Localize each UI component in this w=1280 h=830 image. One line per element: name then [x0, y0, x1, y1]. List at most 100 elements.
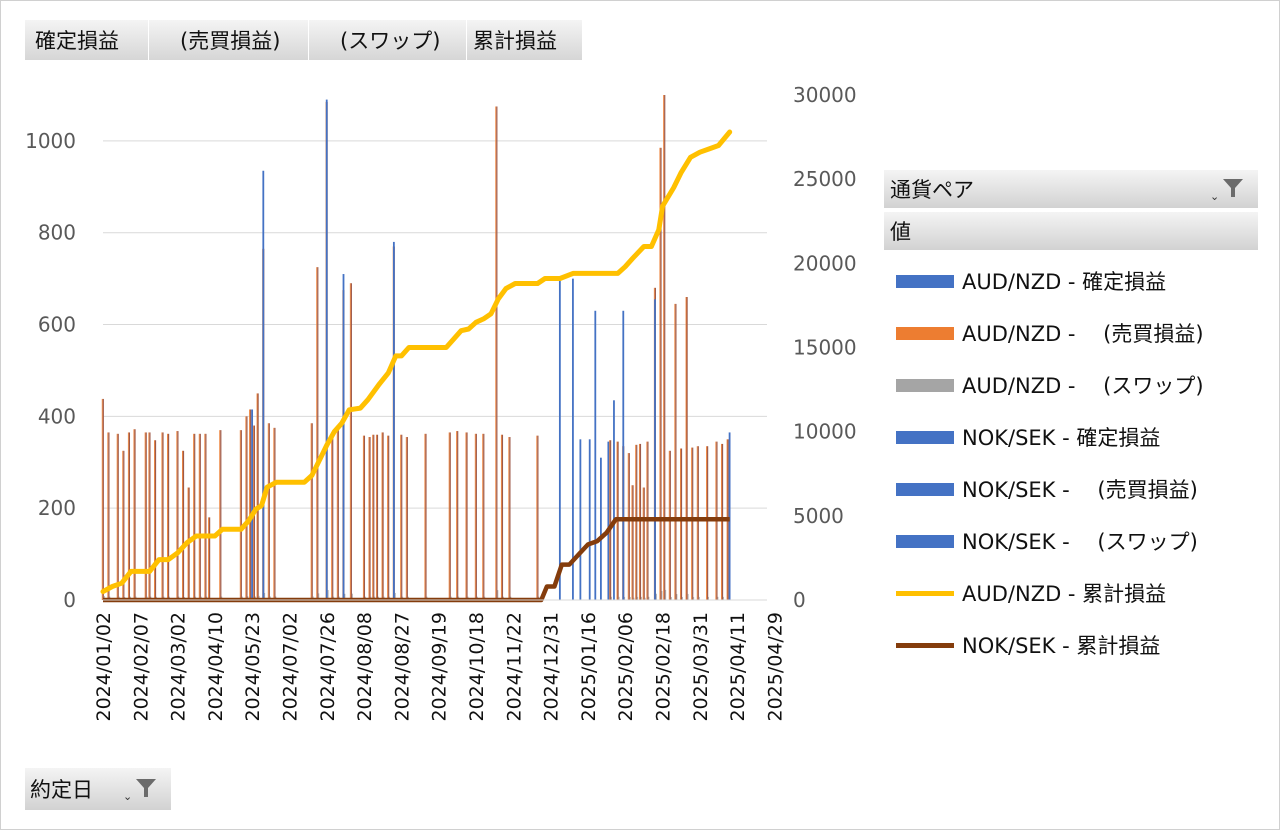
- bar-aud-trade-pl: [536, 435, 538, 600]
- bar-aud-settled-pl: [382, 432, 384, 600]
- bar-aud-settled-pl: [628, 453, 630, 600]
- bar-aud-trade-pl: [635, 444, 637, 600]
- bar-aud-settled-pl: [363, 435, 366, 600]
- bar-aud-trade-pl: [387, 435, 389, 600]
- bar-aud-settled-pl: [337, 430, 339, 600]
- x-tick-label: 2024/07/02: [280, 612, 302, 722]
- bar-aud-trade-pl: [107, 432, 109, 600]
- x-tick-label: 2024/12/31: [541, 612, 563, 722]
- bar-aud-settled-pl: [350, 283, 352, 600]
- bar-aud-settled-pl: [425, 433, 427, 600]
- bar-aud-trade-pl: [176, 431, 178, 600]
- bar-aud-settled-pl: [317, 267, 319, 600]
- bar-aud-settled-pl: [483, 433, 485, 600]
- bar-aud-settled-pl: [246, 416, 248, 600]
- bar-aud-settled-pl: [632, 485, 634, 600]
- field-button-cumulative-pl[interactable]: 累計損益: [467, 20, 583, 60]
- legend-swatch: [896, 430, 954, 444]
- dropdown-arrow-icon[interactable]: ⌄: [123, 790, 133, 803]
- x-tick-label: 2024/08/27: [391, 612, 413, 722]
- bar-aud-swap: [676, 594, 678, 600]
- bar-aud-settled-pl: [209, 517, 211, 600]
- bar-aud-swap: [394, 592, 396, 600]
- bar-aud-trade-pl: [696, 446, 698, 600]
- filter-funnel-icon[interactable]: [1222, 177, 1244, 199]
- field-button-settled-pl[interactable]: 確定損益: [25, 20, 149, 60]
- filter-funnel-icon[interactable]: [135, 777, 157, 799]
- bar-aud-trade-pl: [685, 297, 687, 600]
- bar-aud-trade-pl: [495, 106, 497, 601]
- legend-label: NOK/SEK - 確定損益: [962, 426, 1161, 450]
- bar-aud-swap: [655, 593, 657, 600]
- dropdown-arrow-icon[interactable]: ⌄: [1210, 190, 1220, 203]
- bar-aud-trade-pl: [638, 443, 640, 600]
- bar-aud-trade-pl: [182, 450, 183, 600]
- bar-aud-settled-pl: [102, 398, 104, 600]
- bar-aud-trade-pl: [198, 433, 200, 600]
- bar-aud-trade-pl: [116, 433, 118, 600]
- bar-nok-settled-pl: [262, 170, 265, 600]
- bar-aud-swap: [611, 596, 613, 600]
- bar-aud-trade-pl: [127, 432, 129, 600]
- bar-aud-trade-pl: [362, 435, 364, 600]
- bar-aud-trade-pl: [424, 433, 426, 600]
- x-tick-label: 2024/09/19: [429, 612, 451, 722]
- bar-aud-trade-pl: [148, 432, 150, 600]
- bar-aud-swap: [687, 593, 689, 600]
- bar-aud-settled-pl: [311, 423, 313, 600]
- legend-item: NOK/SEK - 累計損益: [896, 619, 1256, 671]
- bar-aud-settled-pl: [639, 443, 642, 600]
- bar-aud-swap: [665, 589, 667, 600]
- bar-aud-trade-pl: [239, 430, 241, 600]
- bar-aud-trade-pl: [256, 393, 258, 600]
- bar-aud-trade-pl: [508, 437, 510, 600]
- bar-aud-settled-pl: [182, 450, 185, 600]
- legend-item: AUD/NZD - (スワップ): [896, 359, 1256, 411]
- bar-aud-swap: [723, 596, 724, 600]
- bar-aud-swap: [637, 596, 639, 600]
- bar-nok-settled-pl: [622, 310, 625, 600]
- bar-aud-settled-pl: [660, 147, 662, 600]
- bar-aud-trade-pl: [465, 432, 467, 600]
- bar-aud-settled-pl: [501, 434, 504, 600]
- legend-swatch: [896, 590, 954, 596]
- legend-label: NOK/SEK - 累計損益: [962, 634, 1161, 658]
- axis-filter-trade-date[interactable]: 約定日 ⌄: [25, 768, 171, 810]
- bar-aud-swap: [693, 596, 695, 600]
- bar-aud-trade-pl: [204, 433, 206, 600]
- legend-filter-currency-pair[interactable]: 通貨ペア ⌄: [884, 170, 1258, 208]
- bar-nok-settled-pl: [600, 457, 602, 600]
- bar-aud-settled-pl: [257, 393, 259, 600]
- bar-aud-settled-pl: [199, 433, 201, 600]
- field-button-trade-pl[interactable]: (売買損益): [149, 20, 309, 60]
- bar-aud-trade-pl: [375, 434, 377, 600]
- bar-aud-settled-pl: [496, 106, 498, 601]
- x-tick-label: 2024/10/18: [466, 612, 488, 722]
- bar-aud-settled-pl: [332, 432, 334, 600]
- bar-aud-settled-pl: [466, 432, 468, 600]
- x-tick-label: 2025/01/16: [578, 612, 600, 722]
- y-left-tick-label: 200: [38, 496, 76, 520]
- bar-aud-settled-pl: [537, 435, 539, 600]
- bar-aud-trade-pl: [456, 431, 458, 600]
- bar-aud-trade-pl: [316, 267, 318, 600]
- bar-aud-trade-pl: [668, 450, 670, 600]
- bar-aud-settled-pl: [636, 444, 638, 600]
- bar-aud-trade-pl: [310, 423, 312, 600]
- x-tick-label: 2024/05/23: [242, 612, 264, 722]
- x-tick-label: 2024/04/10: [205, 612, 227, 722]
- field-button-swap[interactable]: (スワップ): [309, 20, 467, 60]
- line-nok-cumulative: [103, 516, 730, 603]
- bar-aud-swap: [629, 597, 631, 600]
- bar-aud-swap: [682, 596, 683, 600]
- bar-aud-settled-pl: [697, 446, 699, 600]
- legend-swatch: [896, 326, 954, 340]
- axes: 0200400600800100005000100001500020000250…: [25, 83, 857, 722]
- bar-aud-trade-pl: [336, 430, 338, 600]
- bar-aud-swap: [698, 596, 700, 600]
- legend-filter-label: 通貨ペア: [890, 178, 974, 202]
- bar-nok-settled-pl: [572, 278, 574, 600]
- bar-aud-swap: [670, 597, 672, 600]
